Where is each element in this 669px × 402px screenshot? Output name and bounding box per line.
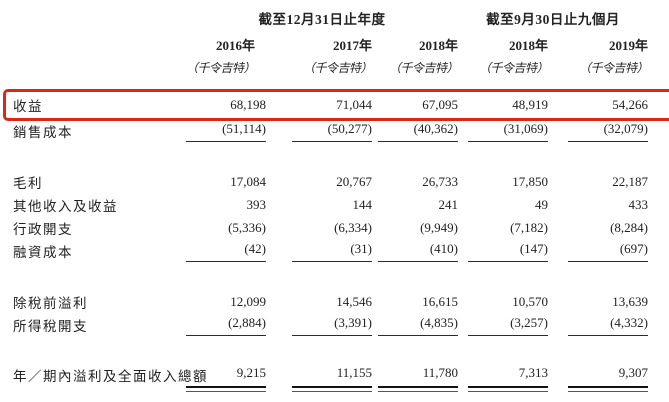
section-spacer <box>0 146 669 170</box>
cell-value: 11,780 <box>378 365 458 392</box>
col-year-2017: 2017年 <box>332 38 372 53</box>
cell-value: 11,155 <box>292 365 372 392</box>
cell-value: 14,546 <box>336 293 372 309</box>
cell-value: (147) <box>468 241 548 262</box>
col-year-2018-interim: 2018年 <box>508 38 548 53</box>
section-spacer <box>0 340 669 362</box>
cell-value: 48,919 <box>512 97 548 112</box>
cell-value: 22,187 <box>612 173 648 189</box>
col-unit: （千令吉特） <box>388 61 459 75</box>
cell-value: (5,336) <box>228 219 266 235</box>
cell-value: 393 <box>246 196 267 212</box>
table-row-cost-of-sales: 銷售成本 (51,114) (50,277) (40,362) (31,069)… <box>0 119 669 146</box>
cell-value: (3,257) <box>468 315 548 336</box>
cell-value: 12,099 <box>230 293 266 309</box>
cell-value: 67,095 <box>422 97 458 112</box>
cell-value: (2,884) <box>186 315 266 336</box>
row-label: 行政開支 <box>13 221 73 237</box>
table-row-gross-profit: 毛利 17,084 20,767 26,733 17,850 22,187 <box>0 170 669 193</box>
cell-value: (9,949) <box>420 219 458 235</box>
cell-value: (697) <box>568 241 648 262</box>
table-row-profit-before-tax: 除稅前溢利 12,099 14,546 16,615 10,570 13,639 <box>0 290 669 313</box>
table-row-income-tax: 所得稅開支 (2,884) (3,391) (4,835) (3,257) (4… <box>0 313 669 340</box>
cell-value: (4,332) <box>568 315 648 336</box>
cell-value: 10,570 <box>512 293 548 309</box>
cell-value: (31) <box>292 241 372 262</box>
cell-value: (51,114) <box>186 121 266 142</box>
row-label: 銷售成本 <box>13 125 73 140</box>
cell-value: 17,084 <box>230 173 266 189</box>
cell-value: (8,284) <box>610 219 648 235</box>
row-label: 其他收入及收益 <box>13 198 118 214</box>
col-year-2016: 2016年 <box>215 38 255 53</box>
col-unit: （千令吉特） <box>302 61 373 75</box>
cell-value: 241 <box>438 196 459 212</box>
cell-value: (40,362) <box>378 121 458 142</box>
cell-value: 54,266 <box>612 97 648 112</box>
col-year-2019-interim: 2019年 <box>608 38 648 53</box>
cell-value: (7,182) <box>510 219 548 235</box>
cell-value: 71,044 <box>336 97 372 112</box>
col-unit: （千令吉特） <box>186 61 256 75</box>
cell-value: 16,615 <box>422 293 458 309</box>
col-unit: （千令吉特） <box>578 61 649 75</box>
unit-header-row: （千令吉特） （千令吉特） （千令吉特） （千令吉特） （千令吉特） <box>0 59 669 76</box>
col-group-interim: 截至9月30日止九個月 <box>486 12 620 27</box>
cell-value: (42) <box>186 241 266 262</box>
col-group-annual: 截至12月31日止年度 <box>258 12 386 27</box>
year-header-row: 2016年 2017年 2018年 2018年 2019年 <box>0 35 669 53</box>
col-year-2018: 2018年 <box>418 38 458 53</box>
cell-value: 433 <box>628 196 649 212</box>
table-row-other-income: 其他收入及收益 393 144 241 49 433 <box>0 193 669 216</box>
table-row-revenue: 收益 68,198 71,044 67,095 48,919 54,266 <box>0 89 669 121</box>
cell-value: 49 <box>535 196 548 212</box>
table-row-admin-expenses: 行政開支 (5,336) (6,334) (9,949) (7,182) (8,… <box>0 216 669 239</box>
row-label: 年／期內溢利及全面收入總額 <box>13 369 208 384</box>
table-row-finance-costs: 融資成本 (42) (31) (410) (147) (697) <box>0 239 669 266</box>
cell-value: (410) <box>378 241 458 262</box>
cell-value: (6,334) <box>334 219 372 235</box>
cell-value: 7,313 <box>468 365 548 392</box>
cell-value: 9,307 <box>568 365 648 392</box>
cell-value: (31,069) <box>468 121 548 142</box>
cell-value: (4,835) <box>378 315 458 336</box>
cell-value: 26,733 <box>422 173 458 189</box>
table-row-total-comprehensive-income: 年／期內溢利及全面收入總額 9,215 11,155 11,780 7,313 … <box>0 362 669 392</box>
cell-value: 20,767 <box>336 173 372 189</box>
col-unit: （千令吉特） <box>478 61 549 75</box>
row-label: 融資成本 <box>13 245 73 260</box>
row-label: 除稅前溢利 <box>13 295 88 311</box>
cell-value: 17,850 <box>512 173 548 189</box>
row-label: 毛利 <box>13 175 43 191</box>
cell-value: 13,639 <box>612 293 648 309</box>
row-label: 所得稅開支 <box>13 319 88 334</box>
cell-value: 68,198 <box>230 97 266 112</box>
cell-value: 144 <box>352 196 373 212</box>
column-group-header-row: 截至12月31日止年度 截至9月30日止九個月 <box>0 8 669 27</box>
cell-value: 9,215 <box>186 365 266 392</box>
row-label: 收益 <box>13 99 43 114</box>
cell-value: (32,079) <box>568 121 648 142</box>
cell-value: (3,391) <box>292 315 372 336</box>
cell-value: (50,277) <box>292 121 372 142</box>
section-spacer <box>0 266 669 290</box>
